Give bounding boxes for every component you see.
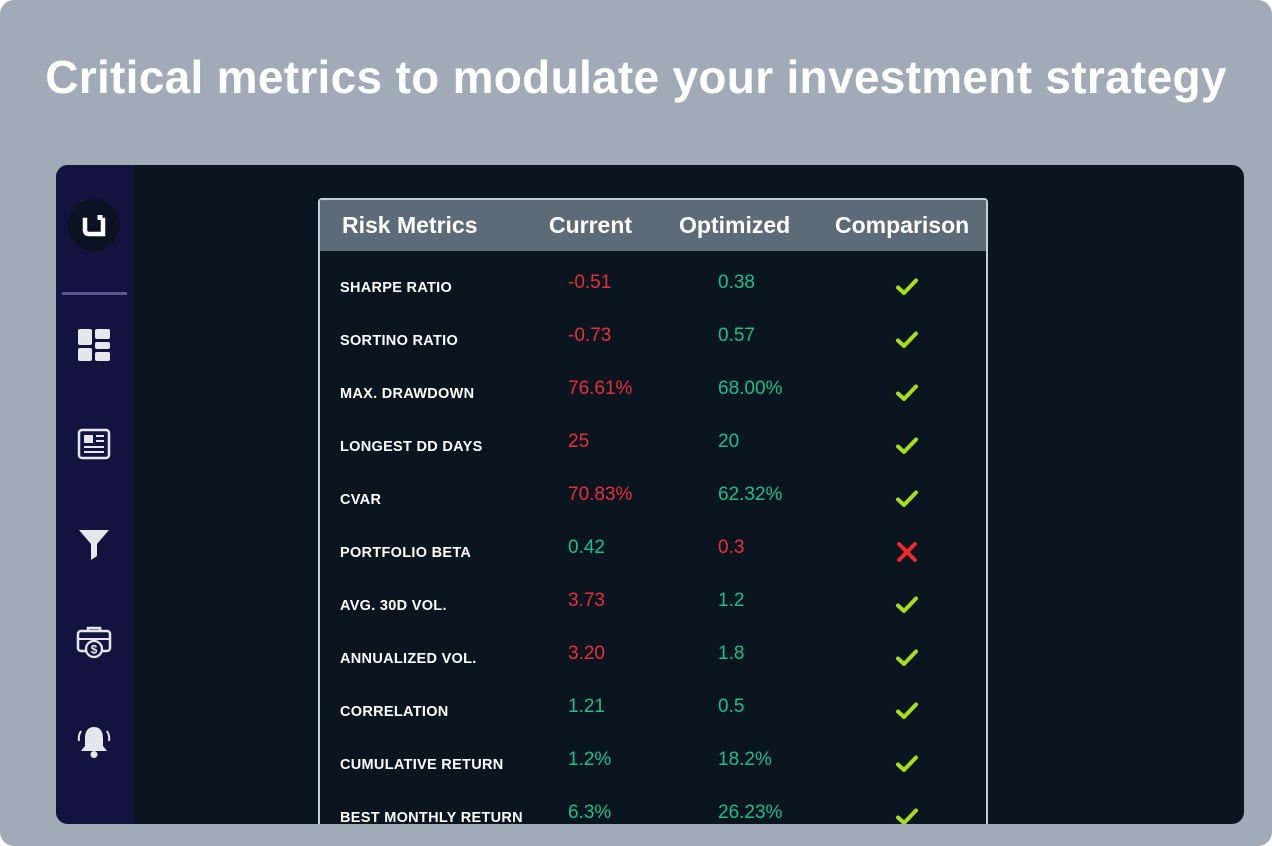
briefcase-dollar-icon[interactable]: $ bbox=[74, 622, 114, 662]
check-icon bbox=[896, 490, 918, 507]
u-logo-icon[interactable] bbox=[68, 199, 120, 251]
metric-name: LONGEST DD DAYS bbox=[340, 439, 483, 455]
metric-name: CVAR bbox=[340, 492, 382, 508]
cross-icon bbox=[897, 542, 917, 562]
metric-name: CUMULATIVE RETURN bbox=[340, 757, 504, 773]
table-row: SHARPE RATIO -0.51 0.38 bbox=[320, 260, 986, 313]
optimized-value: 0.38 bbox=[718, 272, 755, 293]
header-risk-metrics: Risk Metrics bbox=[342, 212, 478, 238]
current-value: 6.3% bbox=[568, 802, 612, 823]
metric-name: PORTFOLIO BETA bbox=[340, 545, 472, 561]
newspaper-icon[interactable] bbox=[74, 424, 114, 464]
optimized-value: 18.2% bbox=[718, 749, 772, 770]
check-icon bbox=[896, 278, 918, 295]
optimized-value: 26.23% bbox=[718, 802, 783, 823]
table-row: CORRELATION 1.21 0.5 bbox=[320, 684, 986, 737]
optimized-value: 0.57 bbox=[718, 325, 755, 346]
metric-name: MAX. DRAWDOWN bbox=[340, 386, 475, 402]
optimized-value: 1.2 bbox=[718, 590, 745, 611]
header-current: Current bbox=[549, 212, 633, 238]
current-value: 1.21 bbox=[568, 696, 605, 717]
current-value: 3.20 bbox=[568, 643, 605, 664]
metric-name: SORTINO RATIO bbox=[340, 333, 459, 349]
table-row: SORTINO RATIO -0.73 0.57 bbox=[320, 313, 986, 366]
headline: Critical metrics to modulate your invest… bbox=[45, 51, 1227, 103]
check-icon bbox=[896, 702, 918, 719]
filter-icon[interactable] bbox=[74, 523, 114, 563]
metric-name: ANNUALIZED VOL. bbox=[340, 651, 477, 667]
check-icon bbox=[896, 437, 918, 454]
current-value: 1.2% bbox=[568, 749, 612, 770]
app-window: $ Risk Metrics Current Optimized Compari… bbox=[56, 165, 1244, 824]
table-row: ANNUALIZED VOL. 3.20 1.8 bbox=[320, 631, 986, 684]
check-icon bbox=[896, 331, 918, 348]
table-row: CVAR 70.83% 62.32% bbox=[320, 472, 986, 525]
table-row: PORTFOLIO BETA 0.42 0.3 bbox=[320, 525, 986, 578]
optimized-value: 1.8 bbox=[718, 643, 745, 664]
optimized-value: 68.00% bbox=[718, 378, 783, 399]
table-row: LONGEST DD DAYS 25 20 bbox=[320, 419, 986, 472]
table-row: BEST MONTHLY RETURN 6.3% 26.23% bbox=[320, 790, 986, 824]
table-header: Risk Metrics Current Optimized Compariso… bbox=[320, 200, 986, 251]
dashboard-icon[interactable] bbox=[74, 325, 114, 365]
current-value: -0.51 bbox=[568, 272, 612, 293]
check-icon bbox=[896, 384, 918, 401]
optimized-value: 0.3 bbox=[718, 537, 745, 558]
check-icon bbox=[896, 808, 918, 824]
current-value: 70.83% bbox=[568, 484, 633, 505]
current-value: 0.42 bbox=[568, 537, 605, 558]
risk-metrics-table: Risk Metrics Current Optimized Compariso… bbox=[318, 198, 988, 824]
table-row: CUMULATIVE RETURN 1.2% 18.2% bbox=[320, 737, 986, 790]
current-value: 3.73 bbox=[568, 590, 605, 611]
sidebar: $ bbox=[56, 165, 134, 824]
header-optimized: Optimized bbox=[679, 212, 791, 238]
metric-name: SHARPE RATIO bbox=[340, 280, 453, 296]
metric-name: AVG. 30D VOL. bbox=[340, 598, 447, 614]
check-icon bbox=[896, 596, 918, 613]
current-value: 76.61% bbox=[568, 378, 633, 399]
optimized-value: 62.32% bbox=[718, 484, 783, 505]
svg-text:$: $ bbox=[91, 643, 98, 657]
check-icon bbox=[896, 649, 918, 666]
optimized-value: 0.5 bbox=[718, 696, 745, 717]
table-row: MAX. DRAWDOWN 76.61% 68.00% bbox=[320, 366, 986, 419]
header-comparison: Comparison bbox=[835, 212, 970, 238]
sidebar-divider bbox=[62, 292, 127, 295]
current-value: 25 bbox=[568, 431, 590, 452]
optimized-value: 20 bbox=[718, 431, 740, 452]
table-row: AVG. 30D VOL. 3.73 1.2 bbox=[320, 578, 986, 631]
metric-name: BEST MONTHLY RETURN bbox=[340, 810, 523, 824]
bell-icon[interactable] bbox=[74, 721, 114, 761]
metric-name: CORRELATION bbox=[340, 704, 449, 720]
current-value: -0.73 bbox=[568, 325, 612, 346]
check-icon bbox=[896, 755, 918, 772]
